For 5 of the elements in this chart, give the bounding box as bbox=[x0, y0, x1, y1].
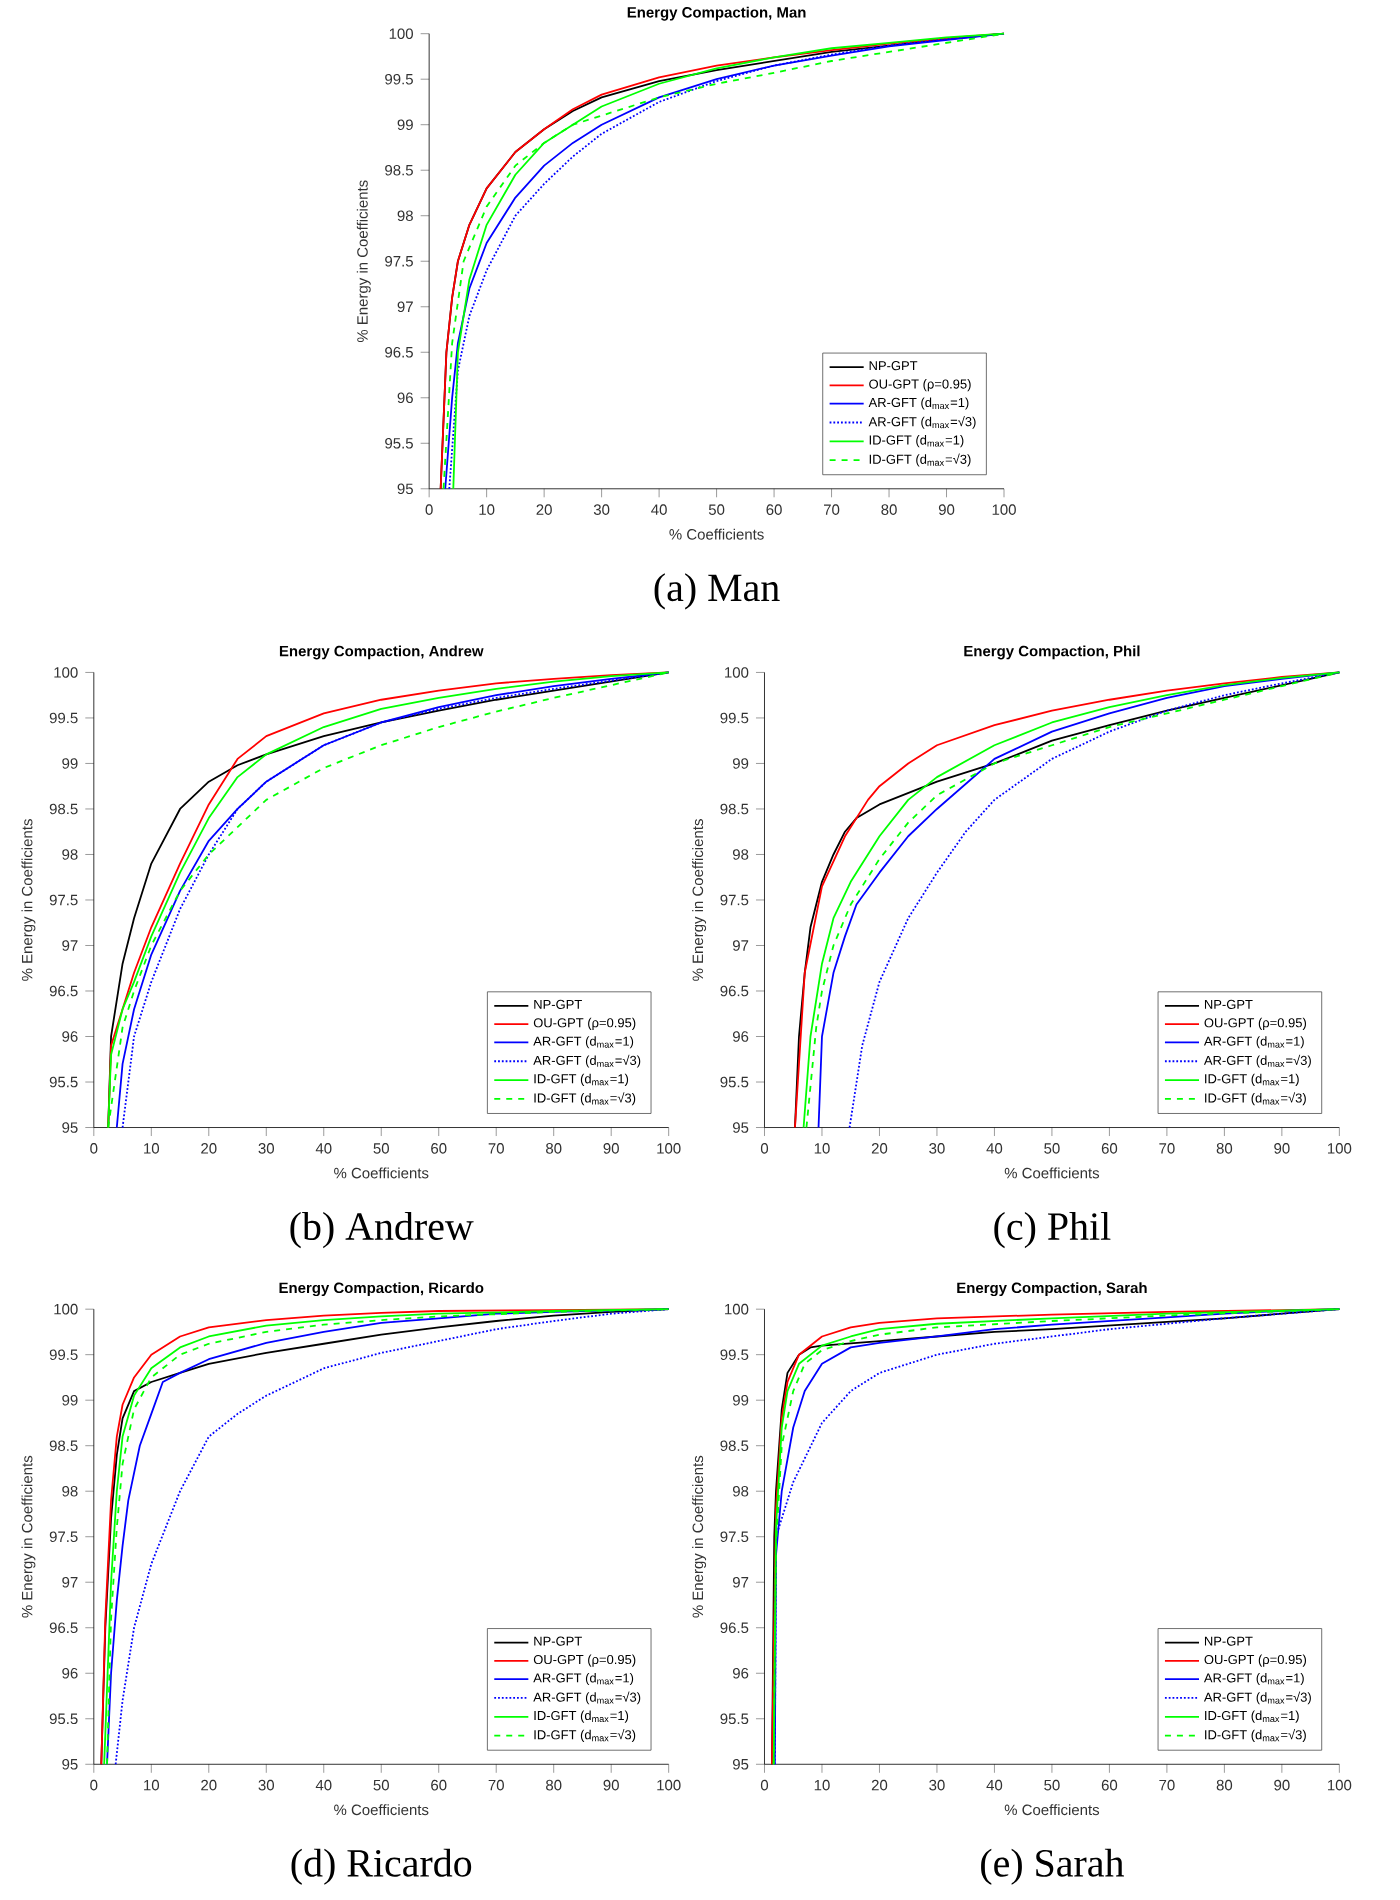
text: (b) Andrew bbox=[290, 1211, 474, 1249]
text: (c) Phil bbox=[994, 1211, 1111, 1249]
text: (a) Man bbox=[654, 573, 781, 610]
text: (d) Ricardo bbox=[291, 1848, 472, 1885]
text: (e) Sarah bbox=[981, 1848, 1125, 1885]
